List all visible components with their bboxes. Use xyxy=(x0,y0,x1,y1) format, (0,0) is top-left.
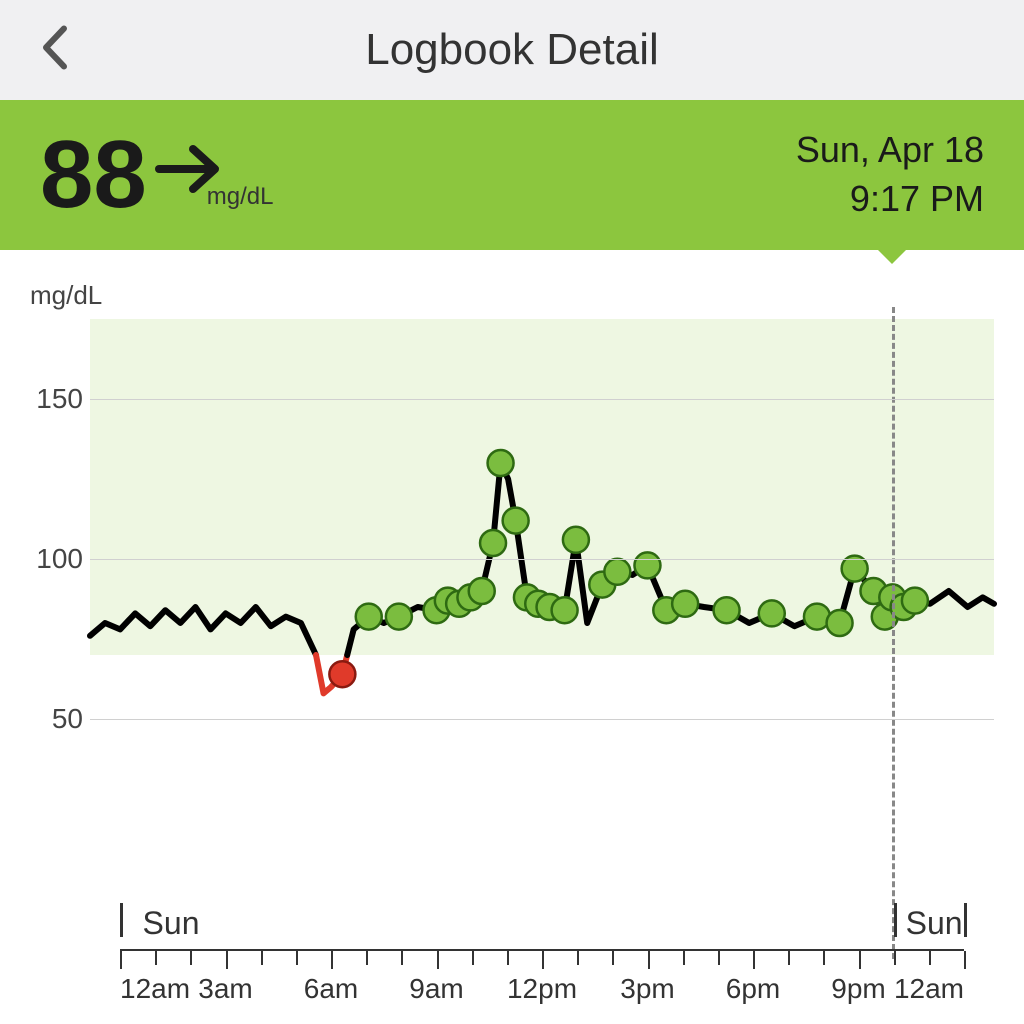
day-label: Sun xyxy=(143,905,200,942)
x-tick-label: 6am xyxy=(304,973,358,1005)
x-tick-label: 12pm xyxy=(507,973,577,1005)
glucose-marker[interactable] xyxy=(480,530,506,556)
back-button[interactable] xyxy=(40,25,70,76)
x-axis: SunSun 12am3am6am9am12pm3pm6pm9pm12am xyxy=(120,899,964,1013)
status-date: Sun, Apr 18 xyxy=(796,126,984,175)
glucose-marker[interactable] xyxy=(902,588,928,614)
x-tick-label: 3pm xyxy=(620,973,674,1005)
glucose-marker[interactable] xyxy=(488,450,514,476)
status-time: 9:17 PM xyxy=(796,175,984,224)
x-tick-label: 12am xyxy=(120,973,190,1005)
gridline xyxy=(90,399,994,400)
status-band: 88 mg/dL Sun, Apr 18 9:17 PM xyxy=(0,100,1024,250)
gridline xyxy=(90,719,994,720)
header-bar: Logbook Detail xyxy=(0,0,1024,100)
glucose-marker[interactable] xyxy=(827,610,853,636)
status-left: 88 mg/dL xyxy=(40,127,273,223)
x-axis-labels: 12am3am6am9am12pm3pm6pm9pm12am xyxy=(120,973,964,1013)
status-right: Sun, Apr 18 9:17 PM xyxy=(796,126,984,223)
chart-area[interactable]: 50100150 xyxy=(90,319,994,799)
x-tick-label: 12am xyxy=(894,973,964,1005)
day-labels-row: Sun Sun xyxy=(120,899,964,949)
time-cursor-line xyxy=(892,307,895,959)
chevron-left-icon xyxy=(40,25,70,71)
glucose-marker[interactable] xyxy=(503,508,529,534)
y-tick-label: 150 xyxy=(28,383,83,415)
x-axis-ticks xyxy=(120,949,964,969)
glucose-marker[interactable] xyxy=(329,661,355,687)
x-tick-label: 9am xyxy=(409,973,463,1005)
x-tick-label: 9pm xyxy=(831,973,885,1005)
y-tick-label: 50 xyxy=(28,703,83,735)
y-axis-unit: mg/dL xyxy=(30,280,994,311)
glucose-marker[interactable] xyxy=(356,604,382,630)
glucose-marker[interactable] xyxy=(563,527,589,553)
glucose-marker[interactable] xyxy=(672,591,698,617)
x-tick-label: 6pm xyxy=(726,973,780,1005)
glucose-marker[interactable] xyxy=(634,552,660,578)
glucose-marker[interactable] xyxy=(386,604,412,630)
glucose-marker[interactable] xyxy=(469,578,495,604)
glucose-unit: mg/dL xyxy=(207,183,274,211)
x-tick-label: 3am xyxy=(198,973,252,1005)
glucose-marker[interactable] xyxy=(759,600,785,626)
glucose-value: 88 xyxy=(40,127,147,223)
glucose-marker[interactable] xyxy=(552,597,578,623)
day-label: Sun xyxy=(906,905,963,942)
gridline xyxy=(90,559,994,560)
glucose-marker[interactable] xyxy=(714,597,740,623)
chart-container: mg/dL 50100150 SunSun 12am3am6am9am12pm3… xyxy=(0,250,1024,1013)
glucose-marker[interactable] xyxy=(604,559,630,585)
page-title: Logbook Detail xyxy=(0,25,1024,75)
y-tick-label: 100 xyxy=(28,543,83,575)
